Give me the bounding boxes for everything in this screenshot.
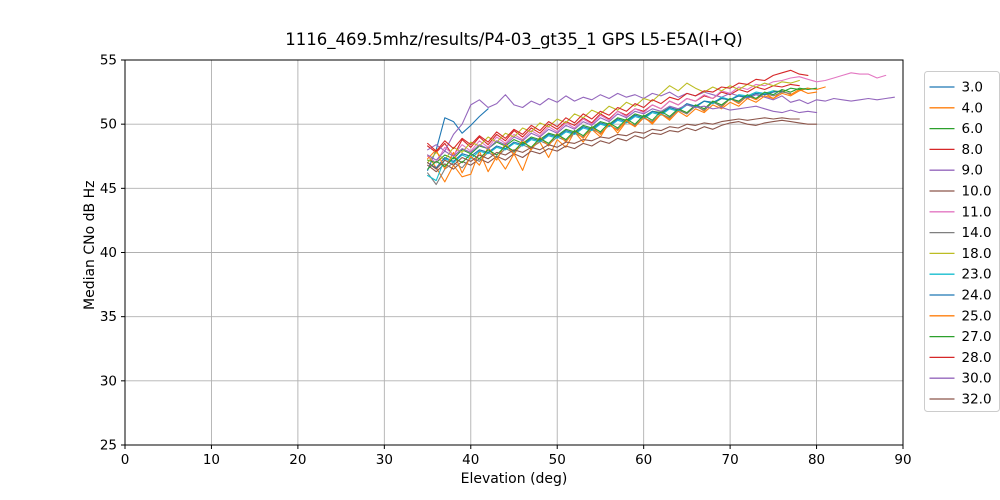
series-line-25.0 (427, 86, 826, 174)
x-tick-label: 40 (462, 452, 479, 468)
legend-label-28.0: 28.0 (962, 350, 992, 366)
series-line-32.0 (427, 117, 800, 170)
x-tick-label: 70 (722, 452, 739, 468)
legend-label-27.0: 27.0 (962, 329, 992, 345)
series-line-10.0 (427, 119, 818, 173)
x-tick-label: 50 (549, 452, 566, 468)
x-tick-label: 10 (203, 452, 220, 468)
legend-label-8.0: 8.0 (962, 142, 983, 158)
x-tick-label: 0 (121, 452, 130, 468)
legend-label-6.0: 6.0 (962, 121, 983, 137)
legend-label-11.0: 11.0 (962, 204, 992, 220)
y-tick-label: 50 (100, 117, 117, 133)
y-tick-label: 25 (100, 438, 117, 454)
legend-label-4.0: 4.0 (962, 100, 983, 116)
series-line-11.0 (427, 72, 887, 164)
x-tick-label: 80 (808, 452, 825, 468)
x-tick-label: 20 (289, 452, 306, 468)
y-tick-label: 40 (100, 245, 117, 261)
series-line-18.0 (427, 79, 800, 164)
series-line-4.0 (427, 88, 818, 183)
legend-label-23.0: 23.0 (962, 267, 992, 283)
x-axis-label: Elevation (deg) (460, 471, 568, 487)
legend-label-18.0: 18.0 (962, 246, 992, 262)
legend-label-14.0: 14.0 (962, 225, 992, 241)
y-axis-label: Median CNo dB Hz (82, 180, 98, 310)
series-line-27.0 (427, 87, 818, 170)
series-line-3.0 (427, 108, 489, 171)
legend-label-30.0: 30.0 (962, 371, 992, 387)
y-tick-label: 35 (100, 309, 117, 325)
legend-label-10.0: 10.0 (962, 184, 992, 200)
y-tick-label: 30 (100, 373, 117, 389)
y-tick-label: 55 (100, 53, 117, 69)
legend-label-9.0: 9.0 (962, 163, 983, 179)
series-line-9.0 (427, 91, 895, 152)
chart-title: 1116_469.5mhz/results/P4-03_gt35_1 GPS L… (285, 30, 743, 49)
series-line-30.0 (427, 104, 818, 161)
legend-label-3.0: 3.0 (962, 80, 983, 96)
legend-label-24.0: 24.0 (962, 288, 992, 304)
x-tick-label: 90 (894, 452, 911, 468)
y-tick-label: 45 (100, 181, 117, 197)
legend-label-32.0: 32.0 (962, 392, 992, 408)
x-tick-label: 60 (635, 452, 652, 468)
x-tick-label: 30 (376, 452, 393, 468)
series-line-28.0 (427, 69, 809, 152)
legend-label-25.0: 25.0 (962, 308, 992, 324)
